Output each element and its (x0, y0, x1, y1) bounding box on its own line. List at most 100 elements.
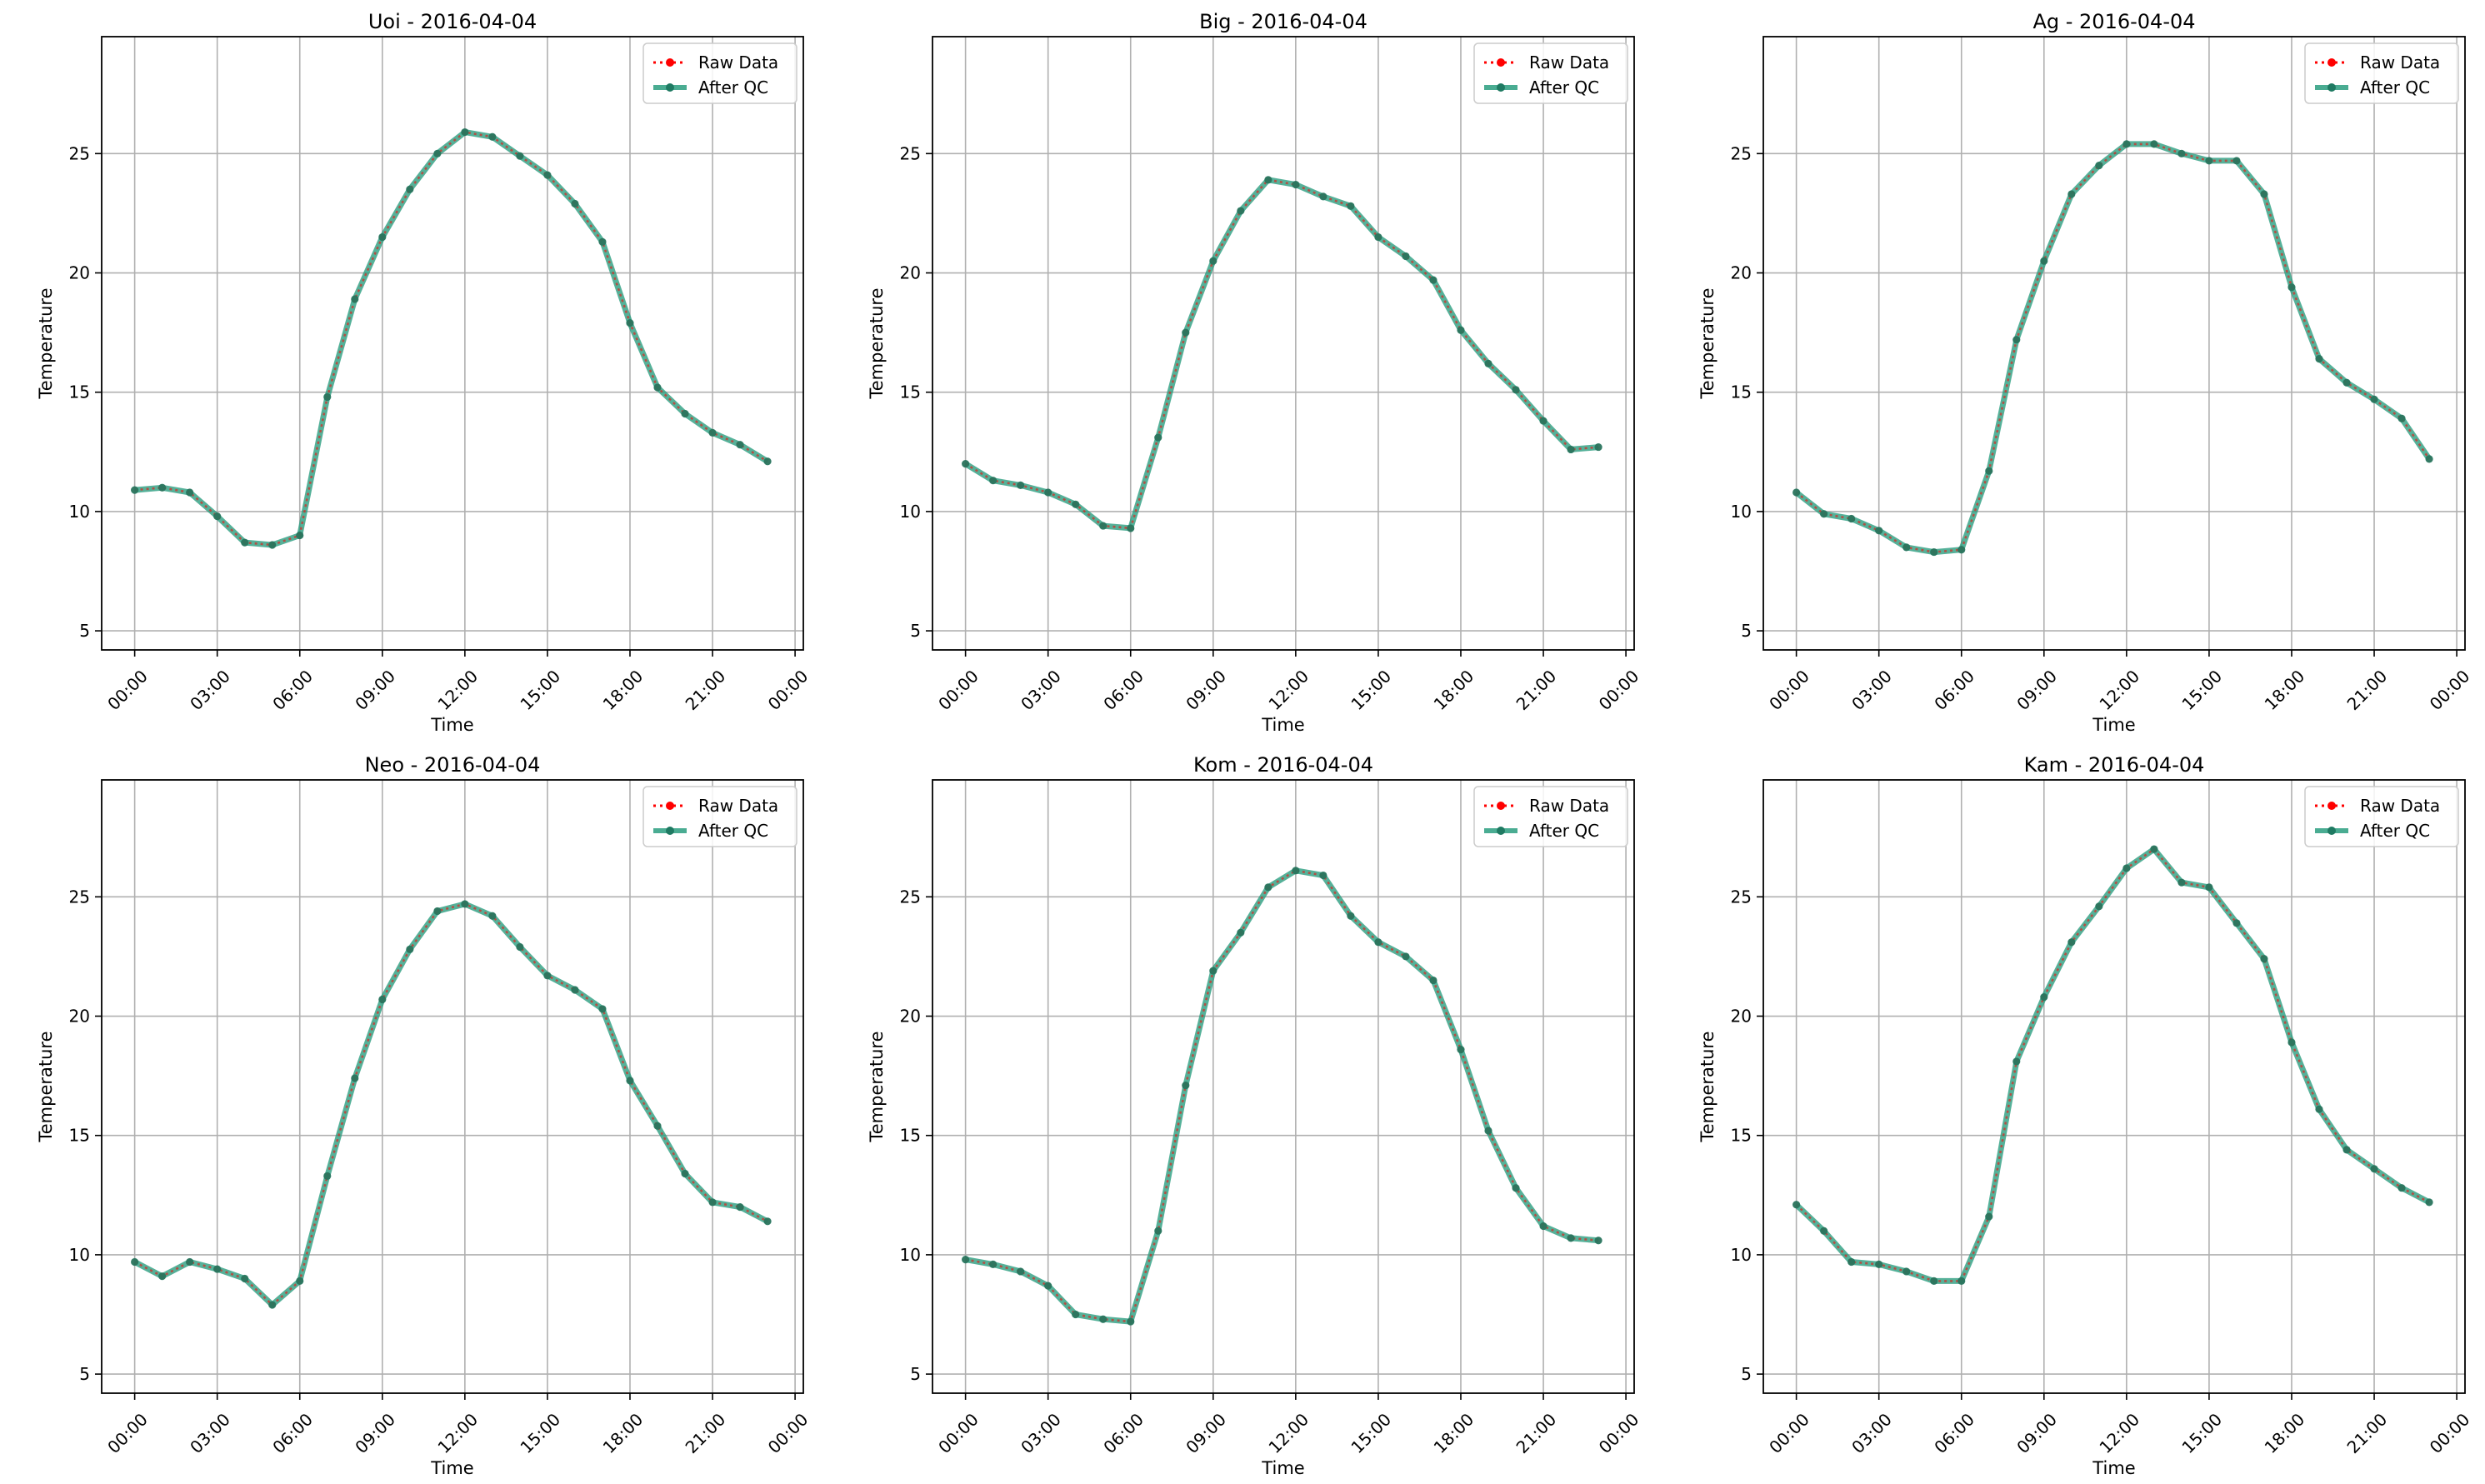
qc-point (2425, 455, 2433, 463)
y-tick-label: 5 (79, 1364, 90, 1384)
qc-point (1594, 1237, 1602, 1245)
legend-label-raw: Raw Data (698, 52, 778, 72)
series-line-raw (964, 178, 1599, 530)
qc-point (158, 483, 167, 492)
qc-point (653, 383, 662, 392)
qc-point (378, 232, 387, 242)
legend-label-raw: Raw Data (1529, 796, 1609, 816)
qc-point (1264, 176, 1272, 184)
x-tick-label: 03:00 (1848, 666, 1896, 714)
qc-point (1457, 1046, 1465, 1054)
x-tick-label: 12:00 (1264, 666, 1312, 714)
qc-point (962, 1256, 970, 1264)
chart-panel: Kam - 2016-04-04 00:00 03:00 06:00 09:00 12:0… (1698, 753, 2473, 1478)
qc-point (2068, 190, 2076, 198)
qc-point (186, 488, 194, 497)
x-axis-label: Time (1261, 1458, 1304, 1478)
qc-point (1902, 1267, 1911, 1276)
legend-label-raw: Raw Data (2360, 796, 2440, 816)
qc-point (1237, 928, 1245, 937)
legend-raw-marker (1497, 58, 1505, 67)
axes-frame (932, 36, 1635, 651)
legend: Raw Data After QC (2304, 42, 2459, 104)
axes-frame (1762, 779, 2466, 1394)
qc-point (378, 995, 387, 1004)
qc-point (1402, 252, 1410, 261)
qc-point (1930, 1277, 1938, 1286)
qc-point (268, 1301, 277, 1309)
axes-frame (101, 36, 804, 651)
qc-point (2205, 157, 2213, 165)
y-tick-label: 10 (900, 1245, 921, 1265)
qc-point (213, 512, 222, 521)
x-tick-label: 15:00 (516, 1409, 564, 1457)
qc-point (1374, 938, 1382, 947)
qc-point (488, 912, 497, 920)
y-tick-label: 10 (69, 1245, 90, 1265)
qc-point (2315, 1105, 2323, 1113)
qc-point (1985, 467, 1993, 475)
x-tick-label: 06:00 (268, 666, 317, 714)
qc-point (763, 1217, 772, 1226)
qc-point (543, 972, 552, 980)
series-line-after-qc (964, 867, 1599, 1325)
x-tick-label: 06:00 (1099, 1409, 1148, 1457)
series-line-raw (1795, 847, 2430, 1282)
x-tick-label: 21:00 (2343, 1409, 2392, 1457)
x-axis-label: Time (430, 715, 473, 735)
x-tick-label: 21:00 (1512, 666, 1561, 714)
y-tick-label: 10 (69, 502, 90, 522)
x-tick-label: 21:00 (1512, 1409, 1561, 1457)
series-line-raw (134, 131, 768, 547)
qc-point (1848, 514, 1856, 523)
qc-point (296, 531, 304, 540)
qc-point (2342, 1146, 2351, 1154)
legend: Raw Data After QC (2304, 786, 2459, 847)
qc-point (1127, 524, 1135, 532)
x-tick-label: 15:00 (1347, 666, 1395, 714)
qc-point (1429, 276, 1438, 284)
qc-point (2288, 1038, 2296, 1047)
qc-point (433, 149, 442, 157)
y-tick-label: 25 (1731, 143, 1752, 163)
qc-point (1374, 232, 1382, 242)
legend-label-qc: After QC (2360, 77, 2430, 97)
qc-point (1958, 546, 1966, 554)
qc-point (2040, 257, 2048, 265)
x-tick-label: 12:00 (2095, 1409, 2143, 1457)
x-tick-label: 00:00 (103, 666, 152, 714)
grid (1763, 780, 2465, 1393)
qc-point (708, 1198, 717, 1207)
qc-point (323, 1172, 332, 1180)
x-tick-label: 00:00 (1595, 1409, 1643, 1457)
qc-point (681, 409, 689, 418)
series-line-raw (1795, 142, 2431, 553)
series-line-after-qc (132, 901, 769, 1308)
qc-point (681, 1169, 689, 1178)
legend: Raw Data After QC (642, 786, 798, 847)
qc-point (763, 457, 772, 466)
legend-label-qc: After QC (1529, 821, 1599, 841)
grid (102, 780, 803, 1393)
qc-point (1820, 510, 1828, 518)
y-tick-label: 10 (900, 502, 921, 522)
y-tick-label: 25 (69, 887, 90, 907)
y-tick-label: 25 (69, 143, 90, 163)
qc-point (2122, 140, 2131, 148)
legend-qc-marker (666, 827, 674, 835)
qc-point (1457, 326, 1465, 334)
x-tick-label: 18:00 (2261, 666, 2309, 714)
legend-label-raw: Raw Data (2360, 52, 2440, 72)
qc-point (1319, 192, 1328, 201)
qc-point (2205, 883, 2213, 892)
x-tick-label: 06:00 (1930, 666, 1978, 714)
qc-point (2095, 162, 2103, 170)
y-axis-label: Temperature (867, 287, 887, 399)
qc-point (433, 907, 442, 916)
grid (1763, 37, 2465, 650)
qc-point (626, 1077, 634, 1085)
qc-point (406, 945, 414, 953)
y-tick-label: 20 (1731, 1007, 1752, 1027)
x-axis-label: Time (2092, 1458, 2135, 1478)
legend-label-raw: Raw Data (1529, 52, 1609, 72)
